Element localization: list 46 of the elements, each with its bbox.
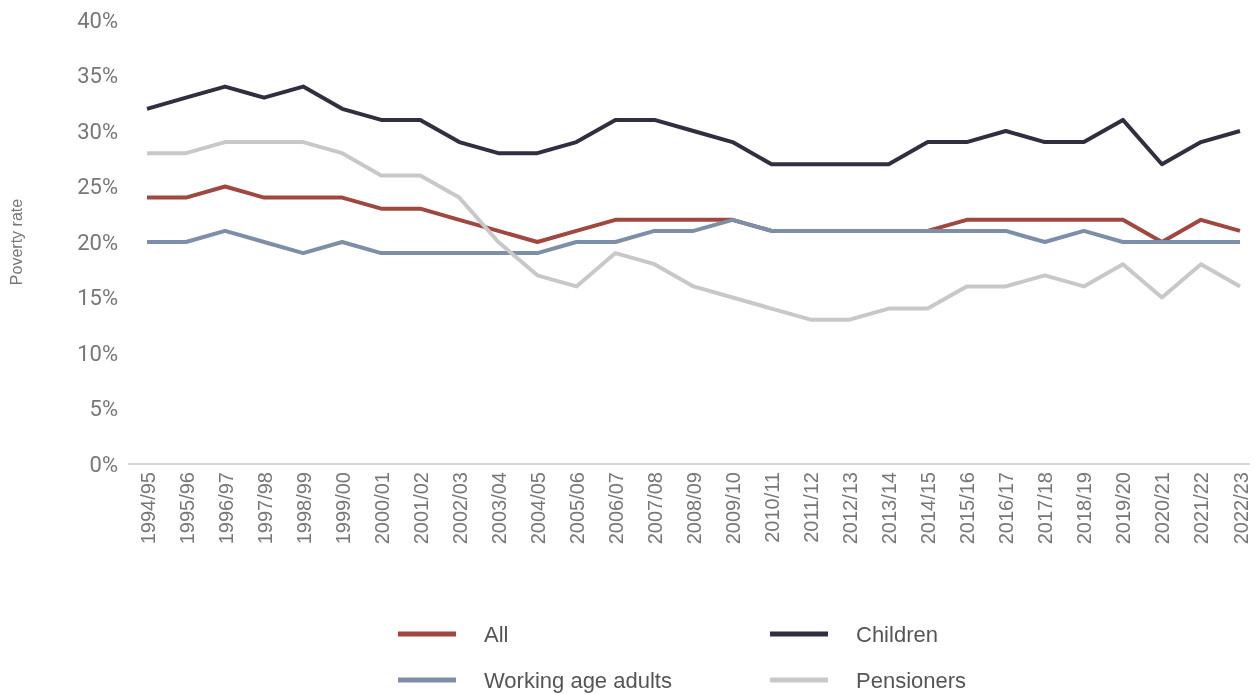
- line-series: [145, 217, 1242, 256]
- y-tick-label: 20%: [77, 229, 118, 255]
- x-tick-label: 2022/23: [1229, 472, 1252, 545]
- x-tick-label: 2017/18: [1034, 472, 1057, 545]
- line-series: [145, 140, 1242, 322]
- x-tick-label: 1997/98: [253, 472, 276, 545]
- x-tick-label: 1996/97: [214, 472, 237, 545]
- x-tick-label: 2001/02: [409, 472, 432, 545]
- line-series: [145, 84, 1242, 167]
- legend-label: All: [484, 621, 509, 647]
- x-tick-label: 2004/05: [526, 472, 549, 545]
- x-tick-label: 2011/12: [800, 472, 823, 543]
- x-tick-label: 2019/20: [1112, 472, 1135, 545]
- x-tick-label: 1994/95: [136, 472, 159, 545]
- x-tick-label: 2010/11: [761, 472, 784, 543]
- x-tick-label: 2009/10: [722, 472, 745, 545]
- x-tick-label: 2021/22: [1190, 472, 1213, 545]
- y-tick-label: 30%: [77, 118, 118, 144]
- y-tick-label: 10%: [77, 340, 118, 366]
- x-tick-label: 2008/09: [683, 472, 705, 545]
- legend-label: Working age adults: [484, 667, 672, 693]
- y-tick-label: 5%: [89, 396, 118, 422]
- x-tick-label: 2000/01: [370, 472, 393, 545]
- x-tick-label: 2016/17: [995, 472, 1018, 545]
- x-tick-label: 2002/03: [448, 472, 471, 545]
- x-tick-label: 1998/99: [292, 472, 315, 545]
- y-tick-label: 15%: [77, 285, 118, 311]
- x-tick-label: 2003/04: [487, 472, 510, 545]
- y-tick-label: 0%: [89, 451, 118, 477]
- y-axis-title: Poverty rate: [8, 198, 25, 286]
- y-tick-label: 40%: [77, 7, 118, 33]
- legend-label: Children: [856, 621, 938, 647]
- x-tick-label: 2007/08: [643, 472, 666, 545]
- legend-label: Pensioners: [856, 667, 967, 693]
- x-tick-label: 1995/96: [175, 472, 198, 545]
- x-tick-label: 2012/13: [839, 472, 862, 545]
- y-tick-label: 25%: [77, 174, 118, 200]
- y-tick-label: 35%: [77, 63, 118, 89]
- x-tick-label: 2020/21: [1151, 472, 1174, 545]
- x-tick-label: 2014/15: [917, 472, 940, 545]
- x-tick-label: 2018/19: [1073, 472, 1096, 545]
- x-tick-label: 2015/16: [956, 472, 979, 545]
- x-tick-label: 1999/00: [331, 472, 354, 545]
- x-tick-label: 2006/07: [604, 472, 627, 545]
- x-tick-label: 2013/14: [878, 472, 901, 545]
- x-tick-label: 2005/06: [565, 472, 588, 545]
